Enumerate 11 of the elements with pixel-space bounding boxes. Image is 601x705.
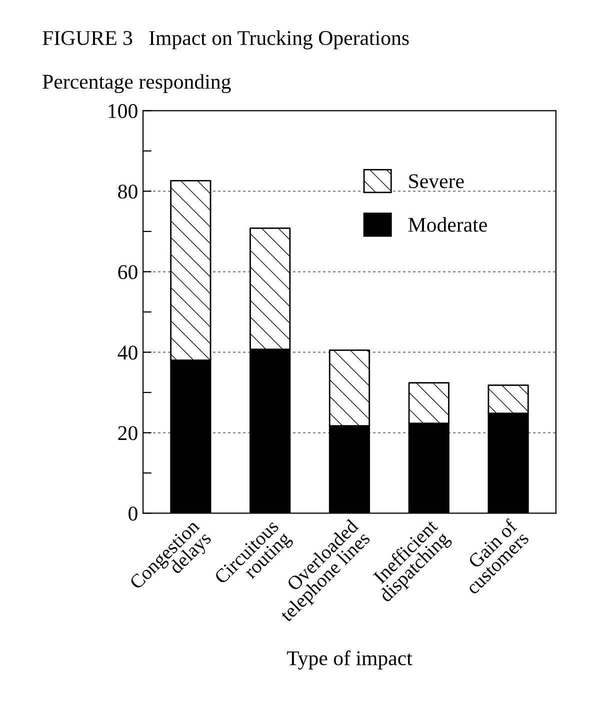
y-tick-label: 0 xyxy=(128,506,138,521)
y-tick-label: 100 xyxy=(108,104,138,118)
y-tick-label: 40 xyxy=(118,346,138,360)
legend-label: Severe xyxy=(409,174,464,188)
y-tick-label: 80 xyxy=(118,184,138,199)
y-tick-label: 60 xyxy=(118,265,138,280)
y-axis-title: Percentage responding xyxy=(42,74,231,94)
chart-title: FIGURE 3 Impact on Trucking Operations xyxy=(42,30,409,50)
y-tick-label: 20 xyxy=(118,426,138,440)
x-axis-title: Type of impact xyxy=(286,650,412,670)
legend-label: Moderate xyxy=(408,217,487,232)
